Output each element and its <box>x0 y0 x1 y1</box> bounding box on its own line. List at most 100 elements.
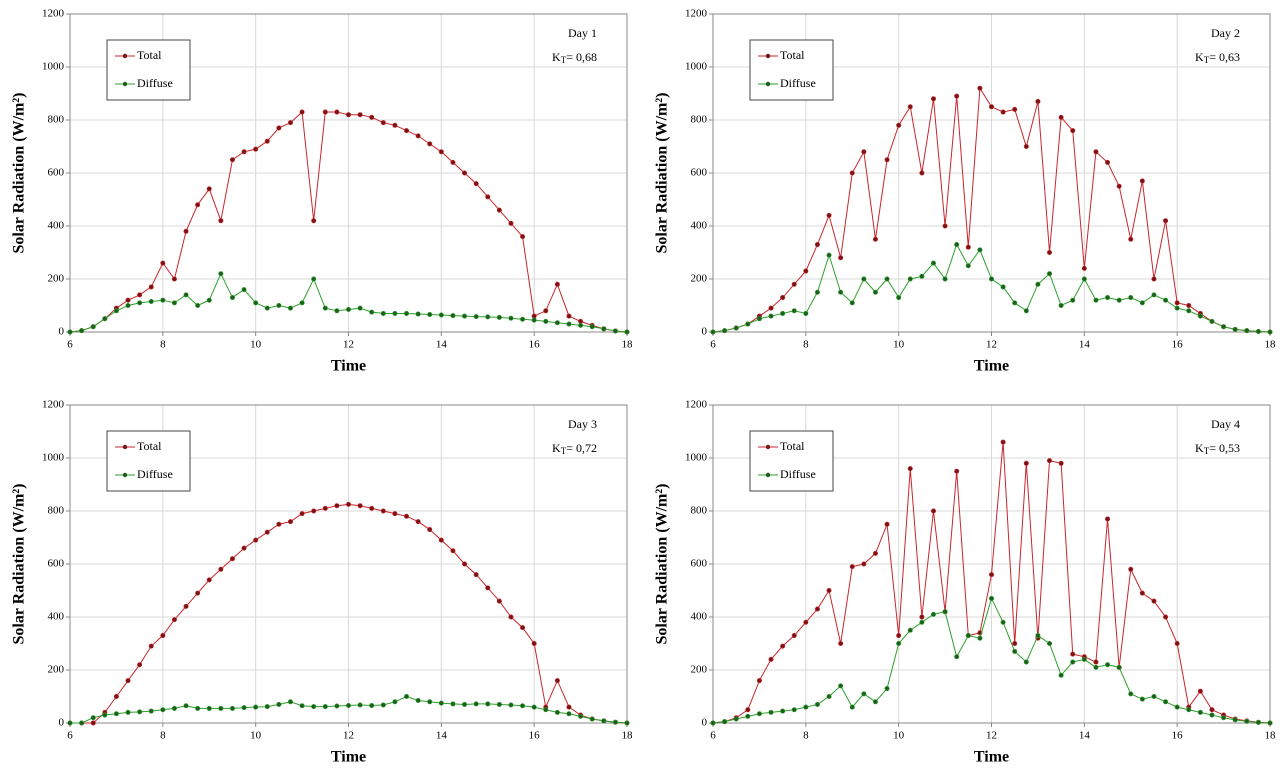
data-point <box>450 701 456 707</box>
data-point <box>849 704 855 710</box>
y-tick-label: 800 <box>691 505 708 517</box>
legend-label: Total <box>137 48 162 62</box>
x-tick-label: 10 <box>250 730 262 742</box>
data-point <box>264 305 270 311</box>
data-point <box>415 133 421 139</box>
data-point <box>1174 640 1180 646</box>
data-point <box>299 109 305 115</box>
data-point <box>137 709 143 715</box>
data-point <box>942 276 948 282</box>
data-point <box>357 305 363 311</box>
data-point <box>624 329 630 335</box>
data-point <box>1163 614 1169 620</box>
data-point <box>872 699 878 705</box>
data-point <box>137 300 143 306</box>
data-point <box>520 703 526 709</box>
data-point <box>1081 656 1087 662</box>
data-point <box>206 186 212 192</box>
data-point <box>253 537 259 543</box>
data-point <box>1232 326 1238 332</box>
x-tick-label: 12 <box>986 339 997 351</box>
data-point <box>954 654 960 660</box>
plot-frame <box>712 404 1271 724</box>
data-point <box>768 313 774 319</box>
data-point <box>195 705 201 711</box>
data-point <box>1151 598 1157 604</box>
x-tick-label: 14 <box>436 730 448 742</box>
data-point <box>369 505 375 511</box>
data-point <box>861 276 867 282</box>
data-point <box>392 699 398 705</box>
data-point <box>148 708 154 714</box>
data-point <box>861 691 867 697</box>
data-point <box>814 242 820 248</box>
data-point <box>554 678 560 684</box>
y-tick-label: 800 <box>691 114 708 126</box>
data-point <box>756 316 762 322</box>
data-point <box>357 112 363 118</box>
data-point <box>988 276 994 282</box>
data-point <box>566 321 572 327</box>
data-point <box>345 306 351 312</box>
data-point <box>218 566 224 572</box>
data-point <box>415 519 421 525</box>
x-tick-label: 14 <box>1079 730 1091 742</box>
data-point <box>803 310 809 316</box>
data-point <box>566 711 572 717</box>
data-point <box>1244 328 1250 334</box>
kt-label: KT= 0,63 <box>1195 50 1240 65</box>
x-tick-label: 12 <box>343 730 354 742</box>
data-point <box>1093 149 1099 155</box>
y-tick-label: 600 <box>691 558 708 570</box>
y-tick-label: 1200 <box>42 8 65 20</box>
data-point <box>369 703 375 709</box>
data-point <box>276 701 282 707</box>
y-tick-label: 1200 <box>685 8 708 20</box>
data-point <box>520 316 526 322</box>
data-point <box>496 314 502 320</box>
data-point <box>1012 300 1018 306</box>
data-point <box>369 114 375 120</box>
data-point <box>229 556 235 562</box>
data-point <box>1267 720 1273 726</box>
legend-marker <box>765 81 771 87</box>
data-point <box>624 720 630 726</box>
y-axis-title: Solar Radiation (W/m²) <box>654 93 671 254</box>
data-point <box>896 640 902 646</box>
data-point <box>496 701 502 707</box>
data-point <box>322 109 328 115</box>
data-point <box>791 633 797 639</box>
day-label: Day 2 <box>1211 26 1240 40</box>
data-point <box>450 313 456 319</box>
data-point <box>311 276 317 282</box>
data-point <box>485 585 491 591</box>
legend-marker <box>765 53 771 59</box>
data-point <box>1047 458 1053 464</box>
data-point <box>1128 236 1134 242</box>
data-point <box>241 287 247 293</box>
data-point <box>1139 300 1145 306</box>
data-point <box>148 643 154 649</box>
x-tick-label: 16 <box>529 339 541 351</box>
data-point <box>733 716 739 722</box>
data-point <box>462 561 468 567</box>
y-tick-label: 0 <box>59 326 65 338</box>
data-point <box>183 703 189 709</box>
data-point <box>838 683 844 689</box>
data-point <box>554 709 560 715</box>
legend-marker <box>122 81 128 87</box>
x-tick-label: 6 <box>710 730 716 742</box>
data-point <box>1186 308 1192 314</box>
data-point <box>427 699 433 705</box>
y-axis-title: Solar Radiation (W/m²) <box>654 484 671 645</box>
chart-panel: 0 200 400 600 800 1000 1200 6 8 10 12 14 16 18 Time Sol… <box>654 8 1276 375</box>
data-point <box>1000 439 1006 445</box>
data-point <box>392 122 398 128</box>
data-point <box>710 720 716 726</box>
data-point <box>311 218 317 224</box>
data-point <box>780 708 786 714</box>
data-point <box>334 503 340 509</box>
data-point <box>299 300 305 306</box>
data-point <box>1012 648 1018 654</box>
data-point <box>253 704 259 710</box>
